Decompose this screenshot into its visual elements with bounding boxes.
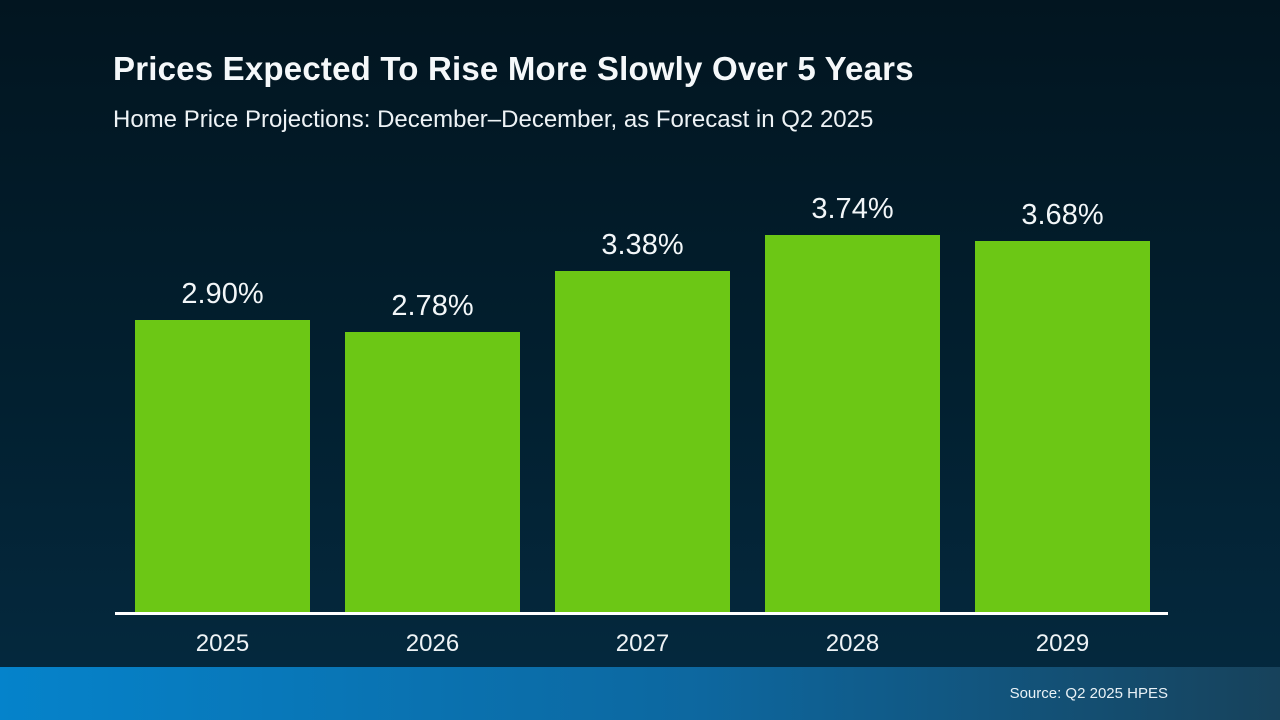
x-axis-line	[115, 612, 1168, 615]
x-tick-label: 2029	[1035, 630, 1090, 657]
bar-value-label: 3.68%	[1021, 199, 1104, 231]
bar	[345, 332, 520, 612]
chart-subtitle: Home Price Projections: December–Decembe…	[113, 106, 874, 133]
bar-value-label: 2.90%	[181, 278, 264, 310]
footer-bar: Source: Q2 2025 HPES	[0, 667, 1280, 720]
chart-title: Prices Expected To Rise More Slowly Over…	[113, 50, 914, 87]
bar-column: 2.90%	[135, 278, 310, 612]
bar	[975, 241, 1150, 612]
x-axis-tick-labels: 2025 2026 2027 2028 2029	[135, 630, 1150, 658]
bar-column: 2.78%	[345, 290, 520, 612]
x-tick-label: 2026	[405, 630, 460, 657]
bar-chart-plot-area: 2.90% 2.78% 3.38% 3.74% 3.68%	[135, 170, 1150, 612]
bar-column: 3.74%	[765, 193, 940, 612]
bar-value-label: 3.38%	[601, 229, 684, 261]
source-note: Source: Q2 2025 HPES	[1009, 685, 1168, 702]
bar	[765, 235, 940, 612]
x-tick-label: 2027	[615, 630, 670, 657]
bar-column: 3.68%	[975, 199, 1150, 612]
bar	[135, 320, 310, 612]
bar-column: 3.38%	[555, 229, 730, 612]
bar-value-label: 2.78%	[391, 290, 474, 322]
x-tick-label: 2025	[195, 630, 250, 657]
x-tick-label: 2028	[825, 630, 880, 657]
bar	[555, 271, 730, 612]
bar-value-label: 3.74%	[811, 193, 894, 225]
